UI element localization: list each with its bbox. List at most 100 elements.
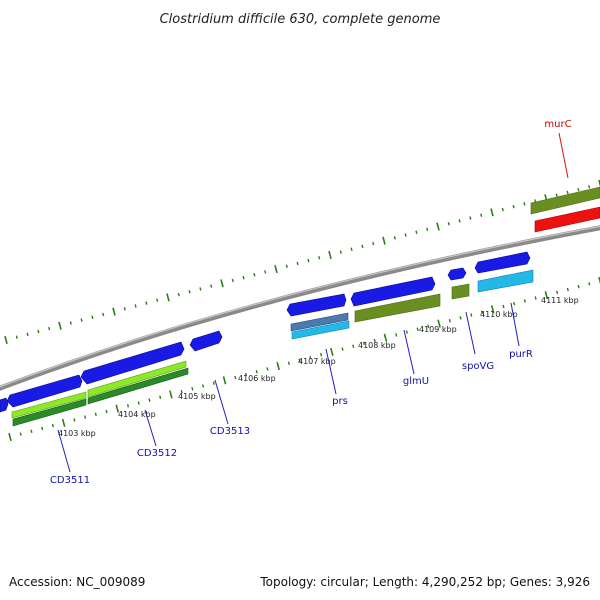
kbp-label-4105: 4105 kbp [178,392,216,401]
inner-track-minor-tick [362,341,366,346]
gene-spoVG-feature[interactable] [447,267,467,281]
gene-label-prs[interactable]: prs [332,396,348,407]
outer-track-minor-tick [102,312,105,317]
leader-CD3512 [144,409,157,447]
leader-glmU [403,329,415,375]
gene-label-murC[interactable]: murC [544,119,571,130]
outer-track-minor-tick [372,241,375,246]
outer-track-major-tick [490,208,494,217]
inner-track-major-tick [598,276,600,285]
gene-CD3512-lime-bar[interactable] [87,360,187,398]
inner-track-minor-tick [94,412,97,417]
inner-track-major-tick [383,333,388,342]
gene-partial-left[interactable] [0,397,9,413]
gene-labels: murC CD3511 CD3512 CD3513 prs glmU spoVG… [50,119,572,486]
outer-track-minor-tick [404,233,407,237]
gene-CD3511-lime-bar[interactable] [11,391,87,419]
inner-track-minor-tick [266,367,269,371]
outer-track-minor-tick [469,216,472,220]
reverse-strand-genes [0,251,534,427]
outer-track-minor-tick [577,187,580,192]
gene-CD3512-feature[interactable] [80,341,185,385]
gene-purR-cyan-bar[interactable] [477,269,534,293]
outer-track-major-tick [58,321,62,330]
inner-track-minor-tick [212,381,215,385]
outer-track-minor-tick [48,326,51,331]
inner-track-minor-tick [202,384,205,388]
outer-track-minor-tick [350,247,353,251]
outer-track-minor-tick [361,244,364,249]
inner-track-minor-tick [427,324,430,329]
gene-spoVG-olive-bar[interactable] [451,283,470,300]
inner-track-minor-tick [298,358,301,363]
gene-CD3512-green-bar[interactable] [87,367,189,405]
outer-track-minor-tick [177,292,180,297]
outer-track-minor-tick [264,270,267,274]
gene-glmU-olive-bar[interactable] [354,293,441,323]
gene-label-purR[interactable]: purR [509,349,533,360]
outer-track-major-tick [598,179,600,188]
gene-CD3511-green-bar[interactable] [12,398,87,427]
gene-prs-feature[interactable] [286,293,347,317]
outer-track-minor-tick [188,290,191,294]
inner-track-minor-tick [84,415,87,419]
genome-backbone [0,225,600,391]
inner-track-major-tick [169,390,173,399]
gene-purR-feature[interactable] [474,251,531,274]
inner-track-minor-tick [148,398,151,402]
kbp-label-4108: 4108 kbp [358,341,396,350]
inner-track-minor-tick [513,301,516,306]
inner-track-minor-tick [480,310,484,314]
outer-track-minor-tick [69,321,72,325]
outer-track-minor-tick [199,287,202,291]
outer-track-minor-tick [285,264,288,268]
gene-prs-steel-bar[interactable] [290,312,349,332]
outer-track-minor-tick [318,256,321,260]
gene-prs-cyan-bar[interactable] [291,320,350,340]
gene-glmU-feature[interactable] [350,276,436,307]
inner-track-minor-tick [191,387,194,391]
inner-track-minor-tick [416,327,419,331]
outer-track-minor-tick [91,315,94,320]
inner-track-minor-tick [352,344,355,348]
gene-murC-feature-lower[interactable] [534,206,600,233]
outer-track-major-tick [4,335,8,345]
leader-CD3513 [214,379,229,425]
outer-track-minor-tick [415,230,418,234]
outer-track-minor-tick [555,193,558,198]
gene-murC-feature[interactable] [530,186,600,215]
gene-label-spoVG[interactable]: spoVG [462,361,494,372]
outer-track-minor-tick [210,284,213,288]
kbp-label-4103: 4103 kbp [58,429,96,438]
inner-track-minor-tick [556,290,559,295]
gene-label-CD3511[interactable]: CD3511 [50,475,90,486]
outer-track-minor-tick [566,190,569,195]
inner-track-minor-tick [523,299,526,303]
forward-strand-genes [530,186,600,233]
kbp-label-4110: 4110 kbp [480,310,518,319]
inner-track-minor-tick [470,313,473,317]
gene-label-CD3512[interactable]: CD3512 [137,448,177,459]
inner-track-minor-tick [180,389,183,394]
inner-track-minor-tick [373,338,376,343]
gene-label-CD3513[interactable]: CD3513 [210,426,250,437]
outer-track-major-tick [328,250,332,259]
inner-track-minor-tick [73,418,76,422]
inner-track-minor-tick [566,287,569,292]
outer-track-minor-tick [134,304,137,308]
leader-CD3511 [57,429,71,473]
gene-label-glmU[interactable]: glmU [403,376,429,387]
inner-track-minor-tick [30,429,33,434]
outer-tick-track [4,179,600,345]
outer-track-minor-tick [447,221,450,226]
map-title: Clostridium difficile 630, complete geno… [160,12,441,27]
outer-track-minor-tick [15,335,18,339]
inner-track-minor-tick [341,347,344,351]
inner-track-minor-tick [588,282,591,286]
gene-CD3513-feature[interactable] [189,330,223,352]
gene-CD3511-feature[interactable] [6,374,83,408]
outer-track-minor-tick [480,213,483,217]
inner-track-minor-tick [320,353,323,357]
accession-text: Accession: NC_009089 [9,575,145,589]
